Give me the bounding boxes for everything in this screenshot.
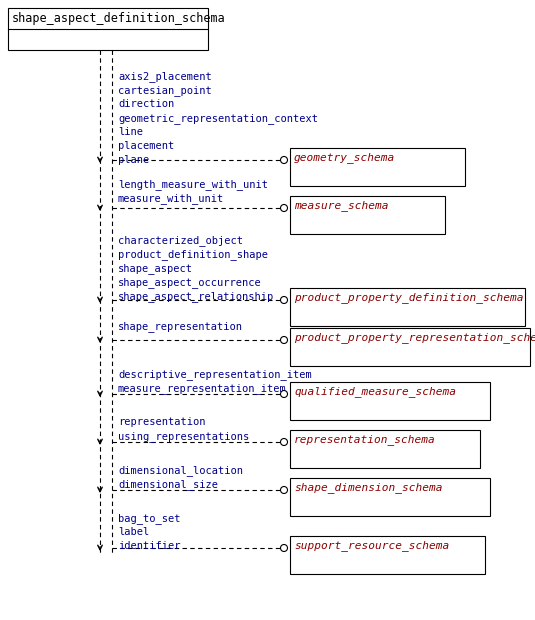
Bar [8, 8, 208, 50]
Text: cartesian_point: cartesian_point [118, 85, 212, 96]
Text: shape_representation: shape_representation [118, 321, 243, 332]
Text: direction: direction [118, 99, 174, 109]
Text: geometry_schema: geometry_schema [294, 152, 395, 163]
Circle shape [280, 438, 287, 446]
Bar [290, 328, 530, 366]
Bar [290, 430, 480, 468]
Text: product_property_definition_schema: product_property_definition_schema [294, 292, 524, 303]
Text: axis2_placement: axis2_placement [118, 71, 212, 82]
Circle shape [280, 487, 287, 494]
Text: measure_representation_item: measure_representation_item [118, 383, 287, 394]
Text: shape_aspect_relationship: shape_aspect_relationship [118, 291, 274, 302]
Circle shape [280, 156, 287, 164]
Text: qualified_measure_schema: qualified_measure_schema [294, 386, 456, 397]
Text: geometric_representation_context: geometric_representation_context [118, 113, 318, 124]
Text: bag_to_set: bag_to_set [118, 513, 180, 524]
Text: product_property_representation_schema: product_property_representation_schema [294, 332, 535, 343]
Bar [290, 478, 490, 516]
Bar [290, 196, 445, 234]
Bar [290, 288, 525, 326]
Text: measure_schema: measure_schema [294, 200, 388, 211]
Circle shape [280, 391, 287, 397]
Text: measure_with_unit: measure_with_unit [118, 193, 224, 204]
Text: characterized_object: characterized_object [118, 235, 243, 246]
Text: product_definition_shape: product_definition_shape [118, 249, 268, 260]
Text: shape_dimension_schema: shape_dimension_schema [294, 482, 442, 493]
Text: descriptive_representation_item: descriptive_representation_item [118, 369, 312, 380]
Circle shape [280, 296, 287, 304]
Text: line: line [118, 127, 143, 137]
Text: shape_aspect_occurrence: shape_aspect_occurrence [118, 277, 262, 288]
Bar [290, 382, 490, 420]
Circle shape [280, 205, 287, 211]
Text: representation: representation [118, 417, 205, 427]
Text: placement: placement [118, 141, 174, 151]
Text: identifier: identifier [118, 541, 180, 551]
Text: shape_aspect_definition_schema: shape_aspect_definition_schema [12, 12, 226, 25]
Bar [290, 536, 485, 574]
Bar [290, 148, 465, 186]
Text: dimensional_location: dimensional_location [118, 465, 243, 476]
Text: shape_aspect: shape_aspect [118, 263, 193, 274]
Circle shape [280, 337, 287, 343]
Circle shape [280, 544, 287, 552]
Text: dimensional_size: dimensional_size [118, 479, 218, 490]
Text: plane: plane [118, 155, 149, 165]
Text: length_measure_with_unit: length_measure_with_unit [118, 179, 268, 190]
Text: label: label [118, 527, 149, 537]
Text: support_resource_schema: support_resource_schema [294, 540, 449, 551]
Text: representation_schema: representation_schema [294, 434, 435, 445]
Text: using_representations: using_representations [118, 431, 249, 442]
